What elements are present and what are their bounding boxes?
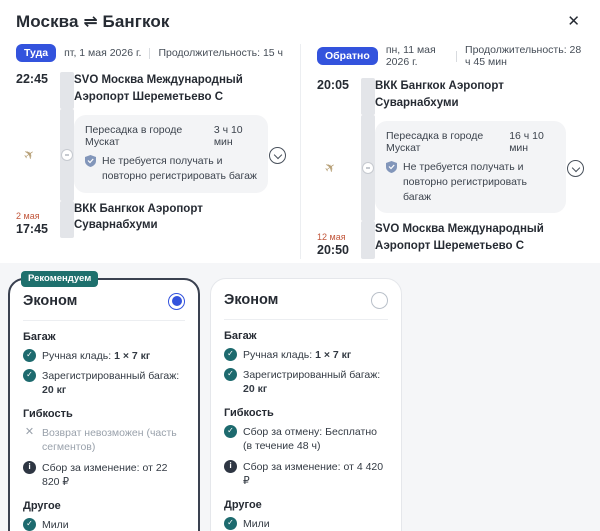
- chevron-down-icon[interactable]: [566, 159, 584, 177]
- recommended-badge: Рекомендуем: [21, 270, 99, 287]
- fare-name: Эконом: [224, 292, 279, 309]
- airline-logo-icon: ✈: [20, 145, 38, 164]
- outbound-date: пт, 1 мая 2026 г.: [64, 47, 142, 59]
- fare-card-flexible[interactable]: Эконом Багаж ✓ Ручная кладь: 1 × 7 кг ✓ …: [210, 277, 402, 531]
- fare-radio-selected[interactable]: [168, 292, 185, 310]
- depart-time: 22:45: [16, 72, 48, 86]
- airline-logo-icon: ✈: [321, 158, 339, 178]
- return-duration: Продолжительность: 28 ч 45 мин: [465, 44, 582, 68]
- flexibility-item: i Сбор за изменение: от 4 420 ₽: [224, 459, 388, 488]
- return-leg-body: 20:05 ВКК Бангкок Аэропорт Суварнабхуми …: [317, 78, 584, 259]
- flexibility-item: ✕ Возврат невозможен (часть сегментов): [24, 426, 177, 454]
- flexibility-heading: Гибкость: [23, 408, 73, 421]
- baggage-item: ✓ Ручная кладь: 1 × 7 кг: [23, 348, 185, 363]
- depart-airport: ВКК Бангкок Аэропорт Суварнабхуми: [375, 80, 504, 109]
- check-icon: ✓: [224, 347, 237, 361]
- arrive-time: 20:50: [317, 242, 349, 257]
- layover-title: Пересадка в городе Мускат: [386, 130, 484, 155]
- divider: [224, 318, 388, 320]
- check-icon: ✓: [224, 367, 237, 381]
- flexibility-item: ✓ Сбор за отмену: Бесплатно (в течение 4…: [224, 425, 388, 453]
- layover-note: Не требуется получать и повторно регистр…: [102, 155, 257, 183]
- layover-duration: 3 ч 10 мин: [213, 124, 243, 149]
- baggage-heading: Багаж: [23, 330, 56, 343]
- other-item: ✓ Мили авиакомпании:Доступно: [224, 516, 388, 531]
- layover-title: Пересадка в городе Мускат: [85, 124, 183, 149]
- baggage-item: ✓ Ручная кладь: 1 × 7 кг: [224, 347, 388, 362]
- transfer-dot-icon: [362, 162, 374, 175]
- check-icon: ✓: [23, 517, 36, 531]
- return-leg: Обратно пн, 11 мая 2026 г. Продолжительн…: [300, 44, 584, 259]
- arrive-date: 12 мая: [317, 231, 346, 242]
- arrive-time: 17:45: [16, 222, 48, 237]
- timeline: [361, 78, 375, 116]
- flexibility-item: i Сбор за изменение: от 22 820 ₽: [23, 460, 185, 489]
- timeline: [60, 72, 74, 110]
- shield-icon: [85, 155, 96, 168]
- check-icon: ✓: [224, 516, 237, 530]
- layover-box: Пересадка в городе Мускат 3 ч 10 мин Не …: [74, 115, 268, 193]
- layover-note: Не требуется получать и повторно регистр…: [403, 161, 527, 203]
- arrive-airport: ВКК Бангкок Аэропорт Суварнабхуми: [74, 202, 203, 232]
- outbound-leg-body: 22:45 SVO Москва Международный Аэропорт …: [16, 72, 286, 239]
- check-icon: ✓: [23, 348, 36, 362]
- layover-box: Пересадка в городе Мускат 16 ч 10 мин Не…: [375, 121, 566, 214]
- check-icon: ✓: [224, 425, 237, 439]
- baggage-item: ✓ Зарегистрированный багаж: 20 кг: [23, 368, 185, 397]
- outbound-badge: Туда: [16, 44, 57, 62]
- fare-radio-unselected[interactable]: [371, 291, 388, 309]
- page-title: Москва ⇌ Бангкок: [16, 12, 170, 31]
- divider: [149, 47, 151, 59]
- return-leg-header: Обратно пн, 11 мая 2026 г. Продолжительн…: [317, 44, 584, 68]
- depart-airport: SVO Москва Международный Аэропорт Шереме…: [74, 74, 243, 103]
- outbound-leg-header: Туда пт, 1 мая 2026 г. Продолжительность…: [16, 44, 286, 62]
- legs-container: Туда пт, 1 мая 2026 г. Продолжительность…: [16, 44, 584, 259]
- divider: [456, 50, 458, 62]
- check-icon: ✓: [23, 368, 36, 382]
- depart-time: 20:05: [317, 78, 349, 92]
- arrive-date: 2 мая: [16, 211, 40, 222]
- chevron-down-icon[interactable]: [268, 146, 286, 164]
- flexibility-heading: Гибкость: [224, 407, 274, 420]
- fares-section: Рекомендуем Эконом Багаж ✓ Ручная кладь:…: [0, 262, 600, 531]
- shield-icon: [386, 161, 397, 174]
- info-icon: i: [224, 459, 237, 473]
- divider: [23, 319, 185, 321]
- other-heading: Другое: [224, 498, 262, 511]
- outbound-leg: Туда пт, 1 мая 2026 г. Продолжительность…: [16, 44, 300, 259]
- fare-card-recommended[interactable]: Рекомендуем Эконом Багаж ✓ Ручная кладь:…: [8, 270, 200, 531]
- baggage-heading: Багаж: [224, 329, 257, 342]
- transfer-dot-icon: [61, 149, 73, 162]
- flight-summary-section: Москва ⇌ Бангкок ✕ Туда пт, 1 мая 2026 г…: [0, 0, 600, 263]
- return-badge: Обратно: [317, 47, 378, 65]
- layover-duration: 16 ч 10 мин: [509, 130, 544, 155]
- close-icon[interactable]: ✕: [567, 13, 580, 30]
- other-item: ✓ Мили авиакомпании:Доступно: [23, 517, 185, 531]
- info-icon: i: [23, 460, 36, 474]
- fare-name: Эконом: [23, 293, 78, 310]
- return-date: пн, 11 мая 2026 г.: [385, 44, 436, 68]
- outbound-duration: Продолжительность: 15 ч: [158, 47, 284, 59]
- modal-header: Москва ⇌ Бангкок ✕: [16, 12, 584, 32]
- cross-icon: ✕: [24, 426, 35, 439]
- other-heading: Другое: [23, 499, 61, 512]
- fare-cards-row: Рекомендуем Эконом Багаж ✓ Ручная кладь:…: [0, 265, 600, 531]
- arrive-airport: SVO Москва Международный Аэропорт Шереме…: [375, 223, 544, 253]
- baggage-item: ✓ Зарегистрированный багаж: 20 кг: [224, 367, 388, 396]
